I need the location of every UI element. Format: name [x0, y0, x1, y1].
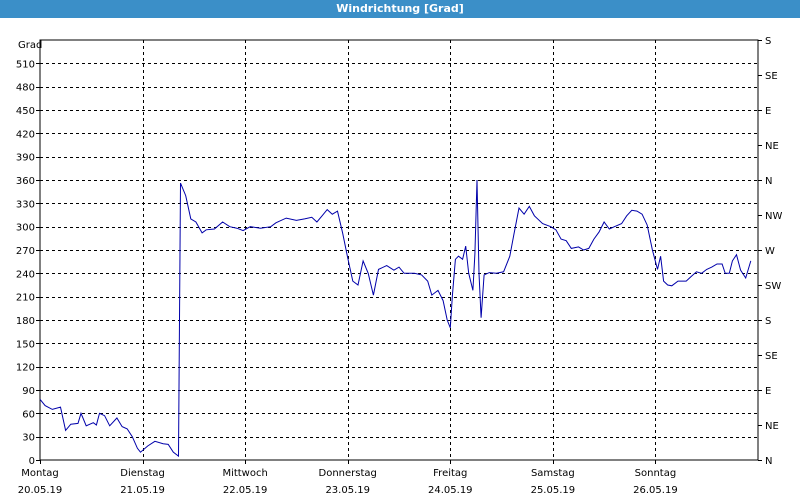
right-tick-label: SW: [765, 281, 781, 292]
x-tick-date: 23.05.19: [325, 485, 370, 496]
gridlines: [40, 40, 758, 460]
x-tick-weekday: Sonntag: [635, 468, 677, 479]
x-tick-weekday: Montag: [21, 468, 58, 479]
right-tick-label: E: [765, 106, 771, 117]
right-axis: N NE E SE S SW W NW N NE E SE S: [758, 36, 782, 467]
x-tick-weekday: Samstag: [531, 468, 575, 479]
right-tick-label: E: [765, 386, 771, 397]
y-tick-label: 270: [16, 246, 35, 257]
x-tick-weekday: Mittwoch: [222, 468, 267, 479]
right-tick-label: NE: [765, 421, 779, 432]
x-tick-weekday: Dienstag: [120, 468, 165, 479]
y-tick-label: 180: [16, 316, 35, 327]
right-tick-label: S: [765, 316, 771, 327]
series-line: [39, 179, 752, 458]
x-tick-weekday: Donnerstag: [319, 468, 377, 479]
chart-title: Windrichtung [Grad]: [0, 0, 800, 18]
x-axis: Montag 20.05.19 Dienstag 21.05.19 Mittwoch 22…: [18, 460, 678, 496]
right-tick-label: N: [765, 456, 772, 467]
y-tick-label: 450: [16, 106, 35, 117]
right-tick-label: NE: [765, 141, 779, 152]
x-tick-weekday: Freitag: [433, 468, 467, 479]
x-tick-date: 20.05.19: [18, 485, 63, 496]
x-tick-date: 25.05.19: [531, 485, 576, 496]
y-tick-label: 150: [16, 339, 35, 350]
y-axis-label: Grad: [18, 40, 42, 51]
y-tick-label: 300: [16, 223, 35, 234]
right-tick-label: NW: [765, 211, 782, 222]
y-tick-label: 510: [16, 59, 35, 70]
y-tick-label: 120: [16, 363, 35, 374]
right-tick-label: SE: [765, 351, 778, 362]
right-tick-label: S: [765, 36, 771, 47]
y-tick-label: 480: [16, 83, 35, 94]
x-tick-date: 22.05.19: [223, 485, 268, 496]
y-tick-label: 60: [22, 409, 35, 420]
y-tick-label: 90: [22, 386, 35, 397]
right-tick-label: SE: [765, 71, 778, 82]
y-tick-label: 210: [16, 293, 35, 304]
y-tick-label: 390: [16, 153, 35, 164]
y-tick-label: 360: [16, 176, 35, 187]
right-tick-label: W: [765, 246, 775, 257]
y-tick-label: 420: [16, 129, 35, 140]
right-tick-label: N: [765, 176, 772, 187]
plot-frame: [39, 39, 759, 461]
x-tick-date: 24.05.19: [428, 485, 473, 496]
x-tick-date: 26.05.19: [633, 485, 678, 496]
x-tick-date: 21.05.19: [120, 485, 165, 496]
y-tick-label: 0: [29, 456, 35, 467]
y-tick-label: 30: [22, 433, 35, 444]
y-tick-label: 240: [16, 269, 35, 280]
y-tick-label: 330: [16, 199, 35, 210]
y-axis: 0 30 60 90 120 150 180 210 240 270 300 330 360 390 420…: [16, 59, 40, 467]
